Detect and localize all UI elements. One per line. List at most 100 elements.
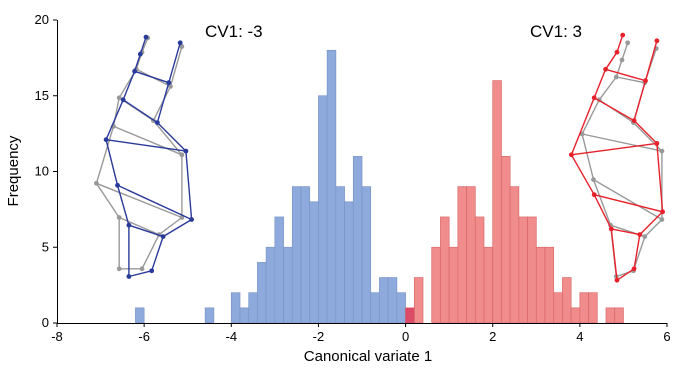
left-shape-mean-link-13	[169, 46, 183, 87]
group-a-bar-19	[379, 277, 389, 324]
group-b-bar-6	[466, 186, 476, 324]
left-shape-variant-link-13	[168, 42, 181, 83]
group-b-bar-4	[448, 246, 459, 324]
right-shape-mean-landmark-11	[659, 148, 665, 154]
group-a-bar-18	[370, 292, 380, 324]
right-shape-mean-link-18	[616, 76, 645, 84]
group-a-bar-14	[335, 186, 345, 324]
right-shape-variant-landmark-2	[603, 66, 608, 72]
right-shape-mean-link-15	[581, 133, 663, 152]
left-shape-variant-landmark-6	[126, 222, 132, 228]
left-shape-mean-landmark-7	[116, 266, 122, 272]
group-b-bar-7	[474, 216, 485, 324]
left-shape-mean-link-9	[158, 216, 183, 236]
group-b-bar-18	[570, 307, 581, 324]
left-shape-variant-landmark-14	[177, 40, 183, 46]
right-shape-variant	[569, 32, 665, 283]
left-shape-variant-link-4	[105, 139, 119, 186]
group-a-bar-11	[309, 201, 319, 324]
y-tick-label: 0	[42, 315, 49, 330]
group-b-bar-20	[588, 292, 598, 324]
left-shape-mean-link-5	[95, 182, 120, 218]
right-shape-variant-landmark-6	[608, 226, 614, 232]
left-shape-variant-link-16	[117, 184, 192, 221]
group-a-bar-15	[344, 201, 354, 324]
right-shape-mean-landmark-10	[659, 217, 665, 222]
right-shape-variant-landmark-3	[591, 95, 597, 101]
x-tick-label: 6	[663, 329, 670, 344]
x-tick-label: 4	[576, 329, 583, 344]
left-shape-variant-link-14	[122, 99, 158, 124]
x-tick-label: -8	[51, 329, 63, 344]
group-a-bar-4	[248, 292, 258, 324]
group-a-bar-5	[257, 262, 267, 324]
y-tick-label: 15	[35, 88, 49, 103]
group-a-bar-6	[265, 246, 276, 324]
group-b-bar-5	[457, 186, 467, 324]
right-shape-variant-link-11	[633, 120, 658, 144]
annotation-right: CV1: 3	[530, 22, 582, 41]
group-b-bar-13	[527, 216, 537, 324]
left-shape-variant-link-9	[162, 218, 192, 238]
right-shape-variant-landmark-4	[569, 152, 574, 158]
right-shape-mean-landmark-2	[613, 74, 619, 80]
left-shape-variant-link-0	[139, 36, 147, 55]
right-shape-mean-link-9	[644, 219, 663, 238]
left-shape-variant-landmark-13	[166, 80, 172, 86]
right-shape-variant-landmark-8	[631, 266, 637, 272]
left-shape-mean	[94, 35, 185, 272]
left-shape-mean-link-4	[95, 126, 115, 184]
y-tick-label: 10	[35, 164, 49, 179]
right-shape-variant-link-13	[644, 40, 658, 81]
group-b-bar-9	[492, 80, 502, 324]
group-b-bar-15	[544, 246, 555, 324]
right-shape-variant-link-8	[633, 234, 641, 269]
group-a-bar-21	[396, 292, 406, 324]
group-b-bar-22	[614, 307, 624, 324]
left-shape-variant-landmark-1	[137, 51, 143, 57]
left-shape-variant-link-2	[122, 71, 136, 101]
left-shape-variant-landmark-12	[155, 120, 160, 125]
left-shape-mean-link-0	[141, 37, 149, 53]
right-shape-variant-link-7	[616, 268, 635, 281]
left-shape-mean-link-11	[152, 120, 183, 156]
group-a-bar-20	[387, 277, 398, 324]
left-shape-variant-link-7	[128, 270, 152, 278]
y-tick-label: 20	[35, 12, 49, 27]
left-shape-variant-link-10	[185, 151, 193, 220]
group-b-bar-12	[518, 216, 528, 324]
left-shape-mean-link-12	[152, 86, 172, 121]
left-shape-mean-landmark-5	[94, 180, 99, 186]
left-shape-variant-link-17	[128, 224, 164, 238]
group-b-bar-1	[413, 277, 424, 324]
group-a-bar-17	[361, 186, 372, 324]
group-a-bar-3	[239, 307, 250, 324]
x-axis-label: Canonical variate 1	[304, 348, 432, 365]
right-shape-variant-landmark-10	[660, 209, 665, 215]
right-shape-variant-landmark-7	[614, 277, 620, 283]
left-shape-variant-link-3	[105, 99, 124, 140]
group-b-bar-16	[553, 292, 563, 324]
group-b-bar-11	[509, 186, 520, 324]
y-axis-label: Frequency	[5, 135, 22, 206]
left-shape-variant-landmark-8	[149, 268, 155, 274]
left-shape-mean-landmark-6	[116, 215, 122, 220]
right-shape-mean-link-16	[593, 178, 663, 221]
group-b-bar-21	[605, 307, 616, 324]
x-tick-label: 0	[402, 329, 409, 344]
group-a-bar-0	[135, 307, 145, 324]
left-shape-variant-link-15	[106, 139, 186, 152]
left-shape-variant-landmark-3	[120, 97, 126, 103]
right-shape-variant-link-16	[594, 194, 663, 213]
group-a-bar-10	[300, 186, 311, 324]
axes: -8 -6 -4 -2 0 2 4 6 0 5 10 15 20	[35, 12, 671, 344]
group-a-bar-13	[326, 49, 337, 324]
left-shape-mean-landmark-14	[179, 44, 185, 49]
right-shape-variant-link-15	[571, 142, 657, 156]
right-shape-variant-link-10	[656, 143, 664, 212]
group-b-bar-8	[483, 246, 494, 324]
right-shape-variant-landmark-0	[620, 32, 626, 38]
right-shape-variant-link-12	[633, 80, 647, 121]
right-shape-mean-link-3	[581, 99, 600, 135]
left-shape-variant-landmark-2	[132, 68, 138, 74]
